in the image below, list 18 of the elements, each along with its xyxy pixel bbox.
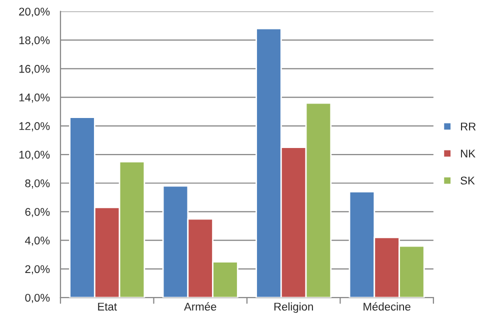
y-tick-label: 20,0% — [19, 8, 50, 17]
y-tick-label: 10,0% — [19, 150, 50, 160]
legend-label: RR — [461, 122, 476, 130]
x-tick-label: Etat — [98, 302, 117, 311]
x-tick-label: Médecine — [364, 302, 410, 311]
y-tick-label: 8,0% — [25, 179, 50, 189]
y-tick-label: 16,0% — [19, 64, 50, 74]
y-tick-label: 12,0% — [19, 122, 50, 132]
y-tick-label: 0,0% — [25, 294, 50, 304]
y-tick-label: 6,0% — [25, 208, 50, 218]
x-tick-label: Armée — [184, 302, 216, 311]
y-tick-label: 4,0% — [24, 236, 50, 246]
legend-label: SK — [460, 176, 475, 185]
y-tick-label: 18,0% — [19, 36, 50, 46]
x-tick-label: Religion — [274, 302, 313, 313]
y-tick-label: 2,0% — [25, 265, 50, 274]
y-tick-label: 14,0% — [19, 94, 50, 103]
legend-label: NK — [461, 150, 476, 158]
